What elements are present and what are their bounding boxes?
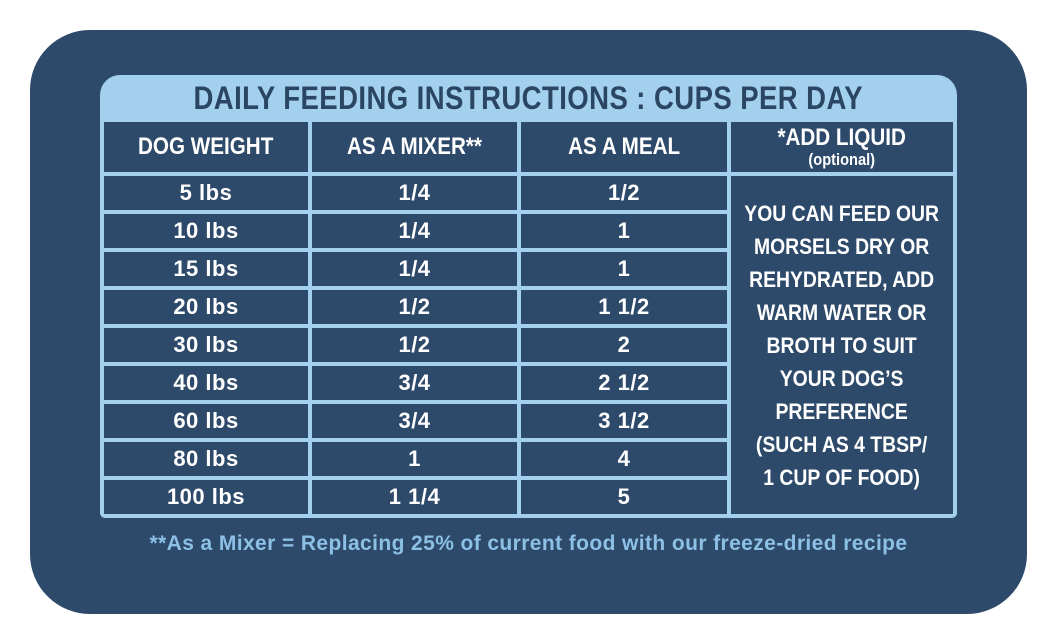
table-cell-mixer: 1/2 [312,328,517,362]
column-header-as-a-meal: AS A MEAL [521,122,727,172]
table-cell-meal: 1 [521,214,727,248]
table-cell-weight: 80 lbs [104,442,308,476]
table-cell-mixer: 1/4 [312,214,517,248]
column-header-sublabel: (optional) [808,149,876,169]
table-cell-weight: 100 lbs [104,480,308,514]
feeding-table-panel: DAILY FEEDING INSTRUCTIONS : CUPS PER DA… [100,75,957,518]
column-header-add-liquid: *ADD LIQUID (optional) [731,122,953,172]
add-liquid-note-cell: YOU CAN FEED OUR MORSELS DRY OR REHYDRAT… [731,176,953,514]
column-header-label: AS A MEAL [568,133,680,161]
column-header-dog-weight: DOG WEIGHT [104,122,308,172]
feeding-table: DOG WEIGHT AS A MIXER** AS A MEAL *ADD L… [100,122,957,518]
feeding-instructions-card: DAILY FEEDING INSTRUCTIONS : CUPS PER DA… [30,30,1027,614]
table-cell-mixer: 1/4 [312,252,517,286]
table-cell-meal: 3 1/2 [521,404,727,438]
table-cell-weight: 10 lbs [104,214,308,248]
table-cell-weight: 20 lbs [104,290,308,324]
table-cell-mixer: 1/2 [312,290,517,324]
table-cell-meal: 2 [521,328,727,362]
mixer-footnote: **As a Mixer = Replacing 25% of current … [149,532,908,555]
table-cell-mixer: 1 [312,442,517,476]
table-cell-weight: 60 lbs [104,404,308,438]
column-header-label: AS A MIXER** [347,133,482,161]
table-cell-mixer: 1/4 [312,176,517,210]
table-cell-mixer: 1 1/4 [312,480,517,514]
table-cell-meal: 1/2 [521,176,727,210]
column-header-label: *ADD LIQUID [777,124,907,152]
column-header-label: DOG WEIGHT [138,133,274,161]
column-header-as-a-mixer: AS A MIXER** [312,122,517,172]
table-cell-weight: 40 lbs [104,366,308,400]
table-cell-meal: 1 [521,252,727,286]
table-cell-weight: 5 lbs [104,176,308,210]
table-cell-meal: 1 1/2 [521,290,727,324]
panel-title-bar: DAILY FEEDING INSTRUCTIONS : CUPS PER DA… [100,75,957,122]
add-liquid-note-text: YOU CAN FEED OUR MORSELS DRY OR REHYDRAT… [744,200,940,490]
table-cell-mixer: 3/4 [312,404,517,438]
table-cell-meal: 5 [521,480,727,514]
panel-title: DAILY FEEDING INSTRUCTIONS : CUPS PER DA… [193,80,864,116]
table-cell-mixer: 3/4 [312,366,517,400]
table-cell-weight: 15 lbs [104,252,308,286]
table-cell-weight: 30 lbs [104,328,308,362]
table-cell-meal: 2 1/2 [521,366,727,400]
table-cell-meal: 4 [521,442,727,476]
